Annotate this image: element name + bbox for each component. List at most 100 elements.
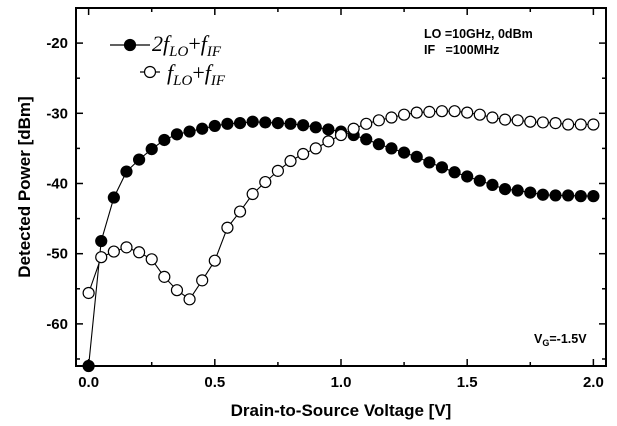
data-point — [435, 105, 449, 118]
data-point — [511, 184, 524, 197]
x-tick-label: 1.5 — [457, 374, 478, 391]
data-point — [259, 116, 272, 129]
data-point — [498, 113, 512, 126]
legend-label-1: 2fLO+fIF — [152, 31, 222, 60]
data-point — [435, 161, 449, 174]
data-point — [145, 142, 158, 156]
data-point — [524, 115, 537, 128]
data-point — [95, 234, 108, 248]
data-point — [170, 128, 184, 141]
data-point — [196, 122, 209, 135]
data-point — [574, 118, 587, 131]
data-point — [158, 133, 171, 147]
data-point — [461, 106, 474, 119]
data-point — [562, 118, 575, 131]
data-point — [183, 125, 196, 138]
data-point — [334, 128, 348, 142]
data-point — [385, 111, 398, 124]
data-point — [372, 138, 385, 151]
x-tick-label: 0.0 — [78, 374, 99, 391]
x-axis-title: Drain-to-Source Voltage [V] — [231, 401, 452, 420]
data-point — [461, 170, 474, 183]
data-point — [233, 117, 247, 130]
data-point — [309, 142, 322, 155]
data-point — [473, 108, 486, 121]
legend-marker-open — [143, 65, 157, 79]
data-point — [511, 114, 524, 127]
data-point — [423, 156, 436, 169]
data-point — [107, 191, 120, 204]
data-point — [259, 175, 272, 189]
plot-frame — [75, 7, 607, 367]
y-tick-label: -20 — [46, 35, 68, 52]
data-point — [322, 123, 335, 136]
axis-ticks — [76, 7, 606, 366]
data-point — [587, 118, 600, 131]
data-point — [397, 108, 411, 121]
data-point — [498, 183, 512, 196]
data-point — [82, 359, 95, 373]
data-point — [158, 270, 171, 283]
data-point — [120, 165, 133, 178]
data-point — [233, 205, 247, 218]
annotation-if: IF =100MHz — [424, 43, 499, 57]
legend: 2fLO+fIF fLO+fIF — [110, 31, 226, 89]
data-point — [284, 117, 297, 130]
y-tick-label: -60 — [46, 316, 68, 333]
data-point — [271, 117, 285, 130]
data-point — [170, 284, 184, 297]
y-tick-label: -50 — [46, 246, 68, 263]
data-point — [448, 105, 461, 118]
data-point — [246, 115, 259, 128]
data-point — [486, 178, 499, 191]
data-point — [309, 121, 322, 134]
data-point — [486, 111, 499, 124]
data-point — [347, 122, 360, 135]
series-markers — [82, 105, 600, 373]
data-point — [549, 189, 562, 202]
y-axis-title: Detected Power [dBm] — [15, 96, 34, 277]
data-point — [562, 189, 575, 202]
data-point — [284, 154, 297, 168]
data-point — [183, 293, 196, 306]
data-point — [397, 146, 411, 159]
legend-entry-2: fLO+fIF — [140, 60, 226, 89]
x-tick-label: 1.0 — [331, 374, 352, 391]
data-point — [196, 274, 209, 287]
y-tick-label: -30 — [46, 105, 68, 122]
data-point — [448, 166, 461, 179]
data-point — [208, 119, 221, 133]
data-point — [107, 245, 120, 258]
data-point — [132, 153, 146, 166]
data-point — [208, 254, 221, 267]
data-point — [297, 119, 310, 132]
data-point — [549, 117, 562, 130]
legend-entry-1: 2fLO+fIF — [110, 31, 222, 60]
data-point — [221, 221, 234, 234]
data-point — [246, 187, 259, 201]
x-tick-label: 2.0 — [583, 374, 604, 391]
data-point — [574, 190, 587, 203]
data-point — [385, 142, 398, 155]
data-point — [360, 117, 373, 130]
data-point — [95, 251, 108, 264]
data-point — [536, 188, 550, 201]
x-tick-label: 0.5 — [204, 374, 225, 391]
data-point — [372, 114, 385, 127]
annotation-vg: VG=-1.5V — [534, 332, 587, 348]
annotation-lo: LO =10GHz, 0dBm — [424, 27, 533, 41]
data-point — [132, 246, 146, 259]
data-point — [410, 150, 423, 163]
series-line-1 — [88, 121, 594, 366]
data-point — [587, 190, 600, 203]
data-point — [271, 164, 285, 177]
data-point — [120, 241, 133, 254]
data-point — [322, 135, 335, 148]
tick-labels: 0.0 0.5 1.0 1.5 2.0 -20 -30 -40 -50 -60 — [46, 35, 603, 391]
data-point — [423, 105, 436, 118]
data-point — [360, 133, 373, 146]
data-point — [536, 116, 550, 129]
data-point — [297, 147, 310, 161]
data-point — [473, 174, 486, 187]
